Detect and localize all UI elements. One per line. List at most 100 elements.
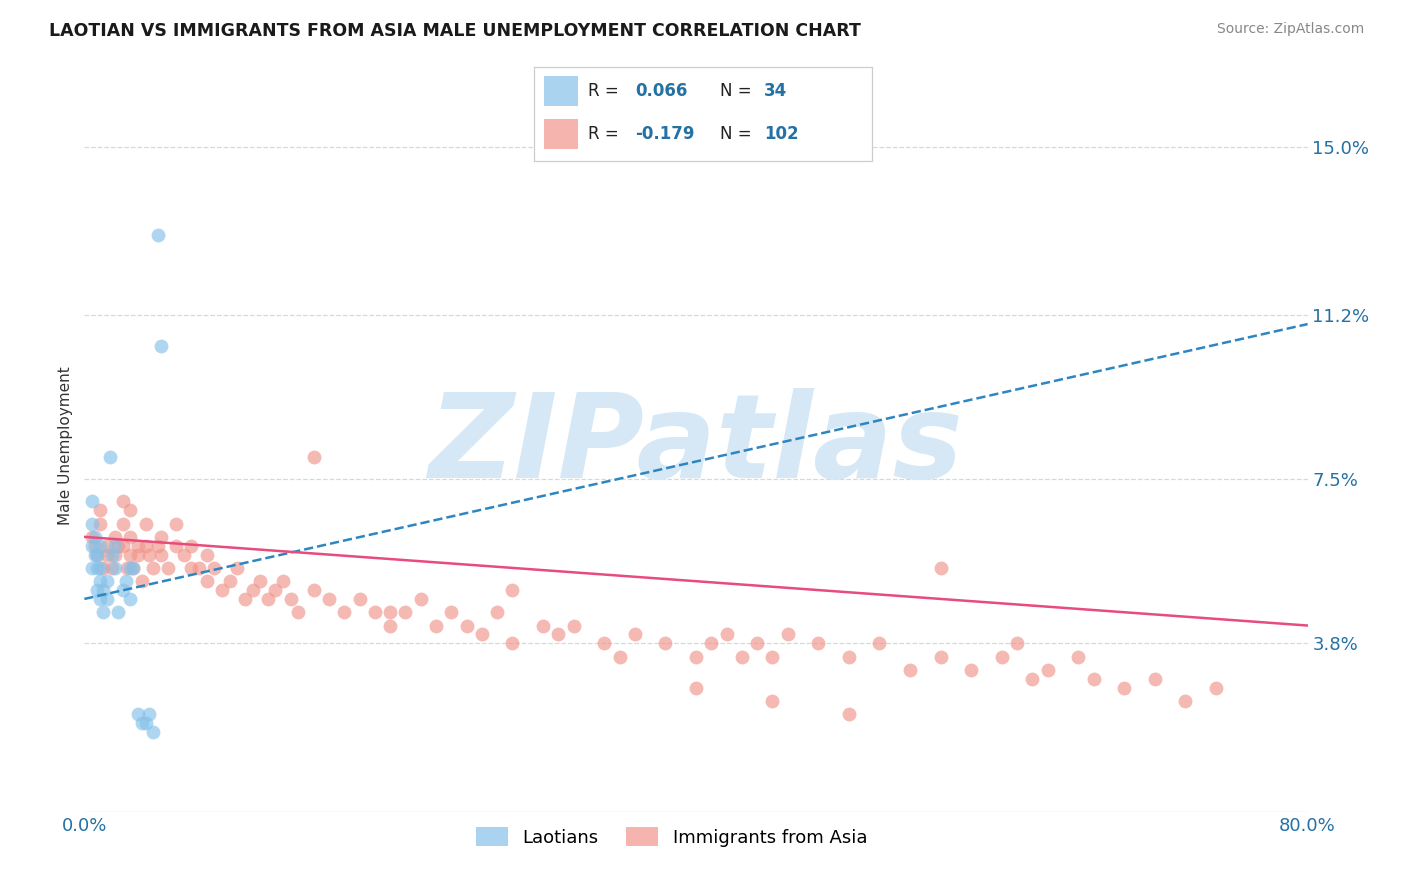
- Point: [761, 649, 783, 664]
- Point: [107, 539, 129, 553]
- Point: [173, 548, 195, 562]
- Text: Source: ZipAtlas.com: Source: ZipAtlas.com: [1216, 22, 1364, 37]
- Point: [96, 539, 118, 553]
- Point: [218, 574, 240, 589]
- Point: [486, 605, 509, 619]
- Text: R =: R =: [588, 82, 624, 100]
- Point: [120, 530, 142, 544]
- Point: [131, 574, 153, 589]
- Text: 102: 102: [763, 126, 799, 144]
- Point: [114, 574, 136, 589]
- Y-axis label: Male Unemployment: Male Unemployment: [58, 367, 73, 525]
- Point: [242, 583, 264, 598]
- Point: [96, 591, 118, 606]
- Point: [654, 636, 676, 650]
- Point: [165, 539, 187, 553]
- Point: [84, 530, 107, 544]
- Point: [91, 561, 114, 575]
- Point: [869, 636, 891, 650]
- Point: [149, 548, 172, 562]
- Point: [364, 605, 387, 619]
- Point: [502, 636, 524, 650]
- Point: [471, 627, 494, 641]
- Point: [146, 539, 169, 553]
- Point: [104, 561, 127, 575]
- Point: [98, 450, 121, 464]
- Point: [838, 649, 860, 664]
- Point: [89, 561, 111, 575]
- Point: [593, 636, 616, 650]
- Point: [111, 494, 134, 508]
- Point: [776, 627, 799, 641]
- Point: [180, 539, 202, 553]
- Legend: Laotians, Immigrants from Asia: Laotians, Immigrants from Asia: [468, 820, 875, 854]
- Point: [131, 716, 153, 731]
- Point: [547, 627, 569, 641]
- Point: [101, 548, 124, 562]
- Point: [96, 574, 118, 589]
- Point: [440, 605, 463, 619]
- Bar: [544, 120, 578, 149]
- Point: [624, 627, 647, 641]
- Point: [226, 561, 249, 575]
- Point: [107, 605, 129, 619]
- Point: [80, 539, 103, 553]
- Point: [731, 649, 754, 664]
- Point: [287, 605, 309, 619]
- Point: [89, 516, 111, 531]
- Point: [716, 627, 738, 641]
- Point: [101, 561, 124, 575]
- Point: [80, 561, 103, 575]
- Point: [409, 591, 432, 606]
- Point: [1021, 672, 1043, 686]
- Point: [84, 548, 107, 562]
- Point: [120, 503, 142, 517]
- Point: [280, 591, 302, 606]
- Point: [1143, 672, 1166, 686]
- Point: [111, 583, 134, 598]
- Point: [135, 716, 157, 731]
- Point: [609, 649, 631, 664]
- Point: [120, 561, 142, 575]
- Point: [111, 516, 134, 531]
- Point: [929, 649, 952, 664]
- Point: [1005, 636, 1028, 650]
- Point: [89, 574, 111, 589]
- Text: 34: 34: [763, 82, 787, 100]
- Point: [562, 618, 585, 632]
- Point: [188, 561, 211, 575]
- Point: [135, 539, 157, 553]
- Point: [318, 591, 340, 606]
- Point: [86, 583, 108, 598]
- Point: [80, 516, 103, 531]
- Point: [86, 548, 108, 562]
- Point: [380, 605, 402, 619]
- Point: [456, 618, 478, 632]
- Point: [80, 530, 103, 544]
- Point: [115, 561, 138, 575]
- Point: [202, 561, 225, 575]
- Point: [138, 707, 160, 722]
- Point: [104, 539, 127, 553]
- Text: -0.179: -0.179: [636, 126, 695, 144]
- Point: [149, 339, 172, 353]
- Text: N =: N =: [720, 82, 756, 100]
- Point: [84, 539, 107, 553]
- Point: [807, 636, 830, 650]
- Point: [89, 503, 111, 517]
- Bar: [544, 77, 578, 106]
- Point: [249, 574, 271, 589]
- Point: [761, 694, 783, 708]
- Point: [233, 591, 256, 606]
- Point: [502, 583, 524, 598]
- Point: [898, 663, 921, 677]
- Point: [929, 561, 952, 575]
- Point: [120, 591, 142, 606]
- Point: [333, 605, 356, 619]
- Point: [991, 649, 1014, 664]
- Point: [91, 605, 114, 619]
- Point: [1036, 663, 1059, 677]
- Point: [747, 636, 769, 650]
- Point: [96, 548, 118, 562]
- Point: [302, 583, 325, 598]
